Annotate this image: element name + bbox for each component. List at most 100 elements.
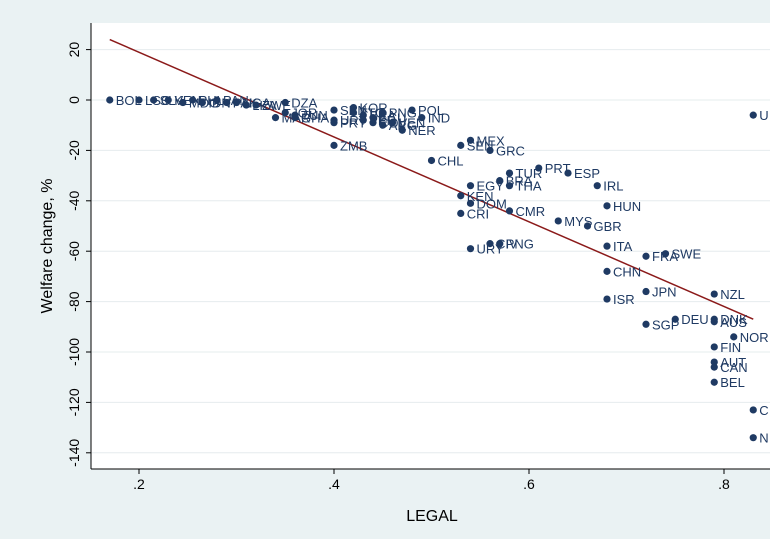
data-point <box>564 169 572 177</box>
data-point <box>642 320 650 328</box>
data-point <box>466 199 475 207</box>
point-label: ITA <box>613 239 633 254</box>
data-point <box>749 434 757 442</box>
data-point <box>496 240 504 248</box>
point-label: DZA <box>291 96 317 111</box>
point-label: C <box>759 403 768 418</box>
point-label: N <box>759 431 768 446</box>
x-axis-title: LEGAL <box>406 508 458 525</box>
grid-lines <box>91 49 770 454</box>
data-point <box>457 192 465 200</box>
fit-line <box>109 38 754 320</box>
point-label: CMR <box>516 204 546 219</box>
data-point <box>398 126 406 134</box>
data-point <box>710 358 718 366</box>
point-label: IRL <box>603 179 623 194</box>
data-point <box>603 267 611 275</box>
data-point <box>150 96 158 104</box>
fit-line-group <box>109 38 754 320</box>
point-label: GBR <box>594 219 622 234</box>
data-point <box>281 109 289 117</box>
data-point <box>505 182 514 190</box>
point-label: AUT <box>720 355 746 370</box>
point-label: CAN <box>720 360 747 375</box>
data-point <box>496 177 504 185</box>
data-point <box>466 245 475 253</box>
data-point <box>486 240 494 248</box>
data-point <box>642 252 650 260</box>
data-point <box>661 250 670 258</box>
data-point <box>330 106 338 114</box>
data-point <box>505 169 514 177</box>
y-tick-label: 20 <box>66 42 82 58</box>
point-label: FIN <box>720 340 741 355</box>
data-point <box>457 141 465 149</box>
point-label: ESP <box>574 166 600 181</box>
data-point <box>106 96 114 104</box>
data-point <box>457 209 465 217</box>
point-label: CRI <box>467 206 489 221</box>
data-point <box>379 109 387 117</box>
point-label: AUS <box>720 315 747 330</box>
point-label: GRC <box>496 143 525 158</box>
data-point <box>603 295 611 303</box>
data-point <box>603 202 611 210</box>
point-label: DEU <box>681 312 708 327</box>
data-point <box>369 114 377 122</box>
data-point <box>369 119 377 127</box>
point-label: DNK <box>720 312 748 327</box>
data-point <box>427 156 436 165</box>
data-point <box>223 98 231 107</box>
plot-area <box>91 23 770 469</box>
point-label: HUN <box>613 199 641 214</box>
data-point <box>135 96 143 104</box>
data-point <box>466 182 475 190</box>
data-point <box>330 141 338 149</box>
data-point <box>213 96 221 104</box>
data-point <box>359 111 367 119</box>
data-point <box>330 116 338 124</box>
data-point <box>252 101 260 109</box>
data-point <box>505 207 514 215</box>
y-tick-label: -20 <box>66 140 82 160</box>
data-point <box>359 116 367 124</box>
point-label: KEN <box>467 189 494 204</box>
y-tick-label: -60 <box>66 241 82 261</box>
data-point <box>730 333 738 341</box>
data-point <box>418 114 426 122</box>
data-point <box>179 98 187 107</box>
x-tick-label: .4 <box>328 476 340 492</box>
data-point <box>232 98 241 107</box>
point-label: SWE <box>672 247 702 262</box>
x-tick-label: .2 <box>133 476 145 492</box>
point-label: VEN <box>399 116 426 131</box>
data-point <box>642 287 650 296</box>
data-point <box>749 406 757 414</box>
point-label: CHL <box>438 153 464 168</box>
y-tick-label: -40 <box>66 190 82 210</box>
point-label: NOR <box>740 330 769 345</box>
data-point <box>198 98 206 107</box>
data-point <box>408 106 416 114</box>
data-point <box>242 101 250 109</box>
point-label: POL <box>418 103 444 118</box>
point-label: BEL <box>720 375 745 390</box>
point-label: PNG <box>506 237 534 252</box>
point-label: ZMB <box>340 138 367 153</box>
data-points: BOLLSOSLVKENMDGPHLIDNPANPAKNGALKAZWEDZAJ… <box>106 93 769 446</box>
data-point <box>583 222 592 230</box>
point-label: CHN <box>613 264 641 279</box>
axes <box>90 23 770 470</box>
data-point <box>710 378 718 386</box>
point-label: CIV <box>496 237 518 252</box>
data-point <box>379 121 387 129</box>
point-label: DOM <box>477 196 507 211</box>
data-point <box>710 318 718 326</box>
x-tick-label: .8 <box>718 476 730 492</box>
point-label: TUR <box>516 166 543 181</box>
point-label: IND <box>428 111 450 126</box>
point-label: LSO <box>145 93 171 108</box>
y-tick-label: 0 <box>66 96 82 104</box>
point-label: BOL <box>116 93 142 108</box>
